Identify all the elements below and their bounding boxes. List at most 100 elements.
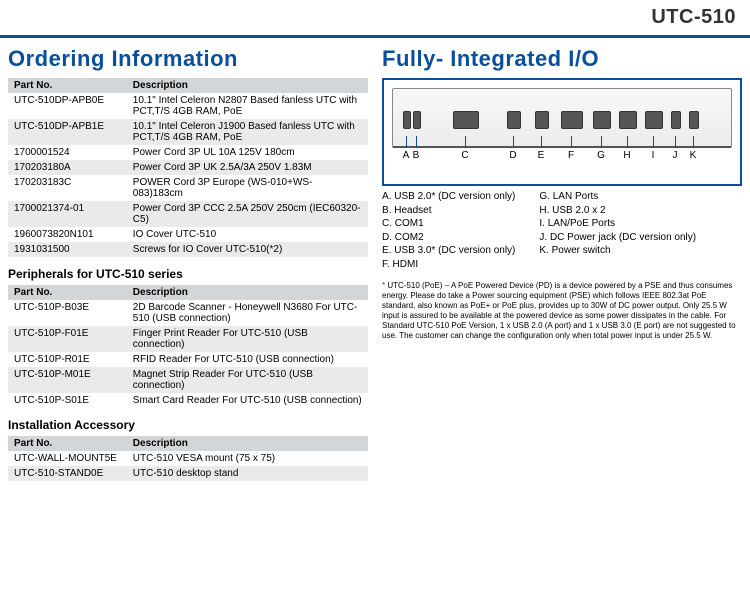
inst-table: Part No. Description UTC-WALL-MOUNT5EUTC… bbox=[8, 436, 368, 481]
th-partno: Part No. bbox=[8, 285, 127, 300]
cell-partno: UTC-510DP-APB0E bbox=[8, 93, 127, 119]
header-rule bbox=[0, 35, 750, 38]
th-partno: Part No. bbox=[8, 436, 127, 451]
cell-desc: Screws for IO Cover UTC-510(*2) bbox=[127, 242, 368, 257]
legend-item: F. HDMI bbox=[382, 258, 515, 272]
legend-col-left: A. USB 2.0* (DC version only)B. HeadsetC… bbox=[382, 190, 515, 271]
port-k bbox=[689, 111, 699, 129]
port-label: F bbox=[568, 150, 574, 161]
cell-desc: UTC-510 VESA mount (75 x 75) bbox=[127, 451, 368, 466]
legend-col-right: G. LAN PortsH. USB 2.0 x 2I. LAN/PoE Por… bbox=[539, 190, 696, 271]
port-label: B bbox=[413, 150, 420, 161]
ordering-title: Ordering Information bbox=[8, 46, 368, 72]
port-a bbox=[403, 111, 411, 129]
port-f bbox=[561, 111, 583, 129]
table-row: UTC-510P-R01ERFID Reader For UTC-510 (US… bbox=[8, 352, 368, 367]
cell-desc: RFID Reader For UTC-510 (USB connection) bbox=[127, 352, 368, 367]
table-row: 1960073820N101IO Cover UTC-510 bbox=[8, 227, 368, 242]
cell-desc: UTC-510 desktop stand bbox=[127, 466, 368, 481]
legend-item: B. Headset bbox=[382, 204, 515, 218]
table-row: UTC-510P-S01ESmart Card Reader For UTC-5… bbox=[8, 393, 368, 408]
legend-item: H. USB 2.0 x 2 bbox=[539, 204, 696, 218]
io-title: Fully- Integrated I/O bbox=[382, 46, 742, 72]
periph-title: Peripherals for UTC-510 series bbox=[8, 267, 368, 281]
cell-partno: 170203183C bbox=[8, 175, 127, 201]
cell-partno: 1700021374-01 bbox=[8, 201, 127, 227]
cell-desc: IO Cover UTC-510 bbox=[127, 227, 368, 242]
th-desc: Description bbox=[127, 436, 368, 451]
port-label: D bbox=[509, 150, 516, 161]
cell-desc: Magnet Strip Reader For UTC-510 (USB con… bbox=[127, 367, 368, 393]
port-label: K bbox=[690, 150, 697, 161]
cell-partno: UTC-510P-S01E bbox=[8, 393, 127, 408]
cell-partno: UTC-510-STAND0E bbox=[8, 466, 127, 481]
th-desc: Description bbox=[127, 78, 368, 93]
cell-partno: UTC-510DP-APB1E bbox=[8, 119, 127, 145]
th-partno: Part No. bbox=[8, 78, 127, 93]
cell-desc: Power Cord 3P UK 2.5A/3A 250V 1.83M bbox=[127, 160, 368, 175]
cell-desc: Power Cord 3P CCC 2.5A 250V 250cm (IEC60… bbox=[127, 201, 368, 227]
io-diagram: AB C D E F G H I J K bbox=[382, 78, 742, 186]
io-legend: A. USB 2.0* (DC version only)B. HeadsetC… bbox=[382, 190, 742, 271]
port-label: C bbox=[461, 150, 468, 161]
inst-title: Installation Accessory bbox=[8, 418, 368, 432]
cell-partno: 1700001524 bbox=[8, 145, 127, 160]
cell-partno: UTC-510P-F01E bbox=[8, 326, 127, 352]
model-number: UTC-510 bbox=[0, 6, 736, 29]
port-i bbox=[645, 111, 663, 129]
cell-desc: POWER Cord 3P Europe (WS-010+WS-083)183c… bbox=[127, 175, 368, 201]
cell-partno: 1931031500 bbox=[8, 242, 127, 257]
footnote-star: * bbox=[382, 281, 385, 290]
port-d bbox=[507, 111, 521, 129]
table-row: UTC-510P-M01EMagnet Strip Reader For UTC… bbox=[8, 367, 368, 393]
legend-item: G. LAN Ports bbox=[539, 190, 696, 204]
cell-desc: Smart Card Reader For UTC-510 (USB conne… bbox=[127, 393, 368, 408]
table-row: 1700021374-01Power Cord 3P CCC 2.5A 250V… bbox=[8, 201, 368, 227]
cell-partno: UTC-WALL-MOUNT5E bbox=[8, 451, 127, 466]
legend-item: A. USB 2.0* (DC version only) bbox=[382, 190, 515, 204]
cell-partno: UTC-510P-R01E bbox=[8, 352, 127, 367]
table-row: UTC-510DP-APB1E10.1" Intel Celeron J1900… bbox=[8, 119, 368, 145]
cell-desc: 10.1" Intel Celeron J1900 Based fanless … bbox=[127, 119, 368, 145]
table-row: UTC-510P-B03E2D Barcode Scanner - Honeyw… bbox=[8, 300, 368, 326]
ordering-table: Part No. Description UTC-510DP-APB0E10.1… bbox=[8, 78, 368, 257]
left-column: Ordering Information Part No. Descriptio… bbox=[8, 46, 368, 481]
legend-item: K. Power switch bbox=[539, 244, 696, 258]
port-label: A bbox=[403, 150, 410, 161]
port-c bbox=[453, 111, 479, 129]
table-row: UTC-WALL-MOUNT5EUTC-510 VESA mount (75 x… bbox=[8, 451, 368, 466]
cell-desc: 2D Barcode Scanner - Honeywell N3680 For… bbox=[127, 300, 368, 326]
table-row: 1700001524Power Cord 3P UL 10A 125V 180c… bbox=[8, 145, 368, 160]
cell-desc: 10.1" Intel Celeron N2807 Based fanless … bbox=[127, 93, 368, 119]
footnote: * UTC-510 (PoE) – A PoE Powered Device (… bbox=[382, 281, 742, 341]
page-header: UTC-510 bbox=[0, 0, 750, 33]
cell-desc: Finger Print Reader For UTC-510 (USB con… bbox=[127, 326, 368, 352]
device-rear-panel bbox=[392, 88, 732, 148]
table-row: UTC-510P-F01EFinger Print Reader For UTC… bbox=[8, 326, 368, 352]
port-label: J bbox=[673, 150, 678, 161]
port-label: G bbox=[597, 150, 605, 161]
th-desc: Description bbox=[127, 285, 368, 300]
port-g bbox=[593, 111, 611, 129]
footnote-text: UTC-510 (PoE) – A PoE Powered Device (PD… bbox=[382, 281, 736, 340]
table-row: 170203183CPOWER Cord 3P Europe (WS-010+W… bbox=[8, 175, 368, 201]
table-row: 1931031500Screws for IO Cover UTC-510(*2… bbox=[8, 242, 368, 257]
port-label: E bbox=[538, 150, 545, 161]
port-label: H bbox=[623, 150, 630, 161]
port-j bbox=[671, 111, 681, 129]
port-e bbox=[535, 111, 549, 129]
table-row: UTC-510DP-APB0E10.1" Intel Celeron N2807… bbox=[8, 93, 368, 119]
port-h bbox=[619, 111, 637, 129]
legend-item: E. USB 3.0* (DC version only) bbox=[382, 244, 515, 258]
table-row: UTC-510-STAND0EUTC-510 desktop stand bbox=[8, 466, 368, 481]
table-row: 170203180APower Cord 3P UK 2.5A/3A 250V … bbox=[8, 160, 368, 175]
cell-desc: Power Cord 3P UL 10A 125V 180cm bbox=[127, 145, 368, 160]
legend-item: J. DC Power jack (DC version only) bbox=[539, 231, 696, 245]
port-label: I bbox=[652, 150, 655, 161]
legend-item: D. COM2 bbox=[382, 231, 515, 245]
right-column: Fully- Integrated I/O AB C D E F G H I J K A. USB… bbox=[382, 46, 742, 481]
periph-table: Part No. Description UTC-510P-B03E2D Bar… bbox=[8, 285, 368, 408]
cell-partno: UTC-510P-B03E bbox=[8, 300, 127, 326]
cell-partno: UTC-510P-M01E bbox=[8, 367, 127, 393]
port-labels: AB C D E F G H I J K bbox=[392, 148, 732, 178]
